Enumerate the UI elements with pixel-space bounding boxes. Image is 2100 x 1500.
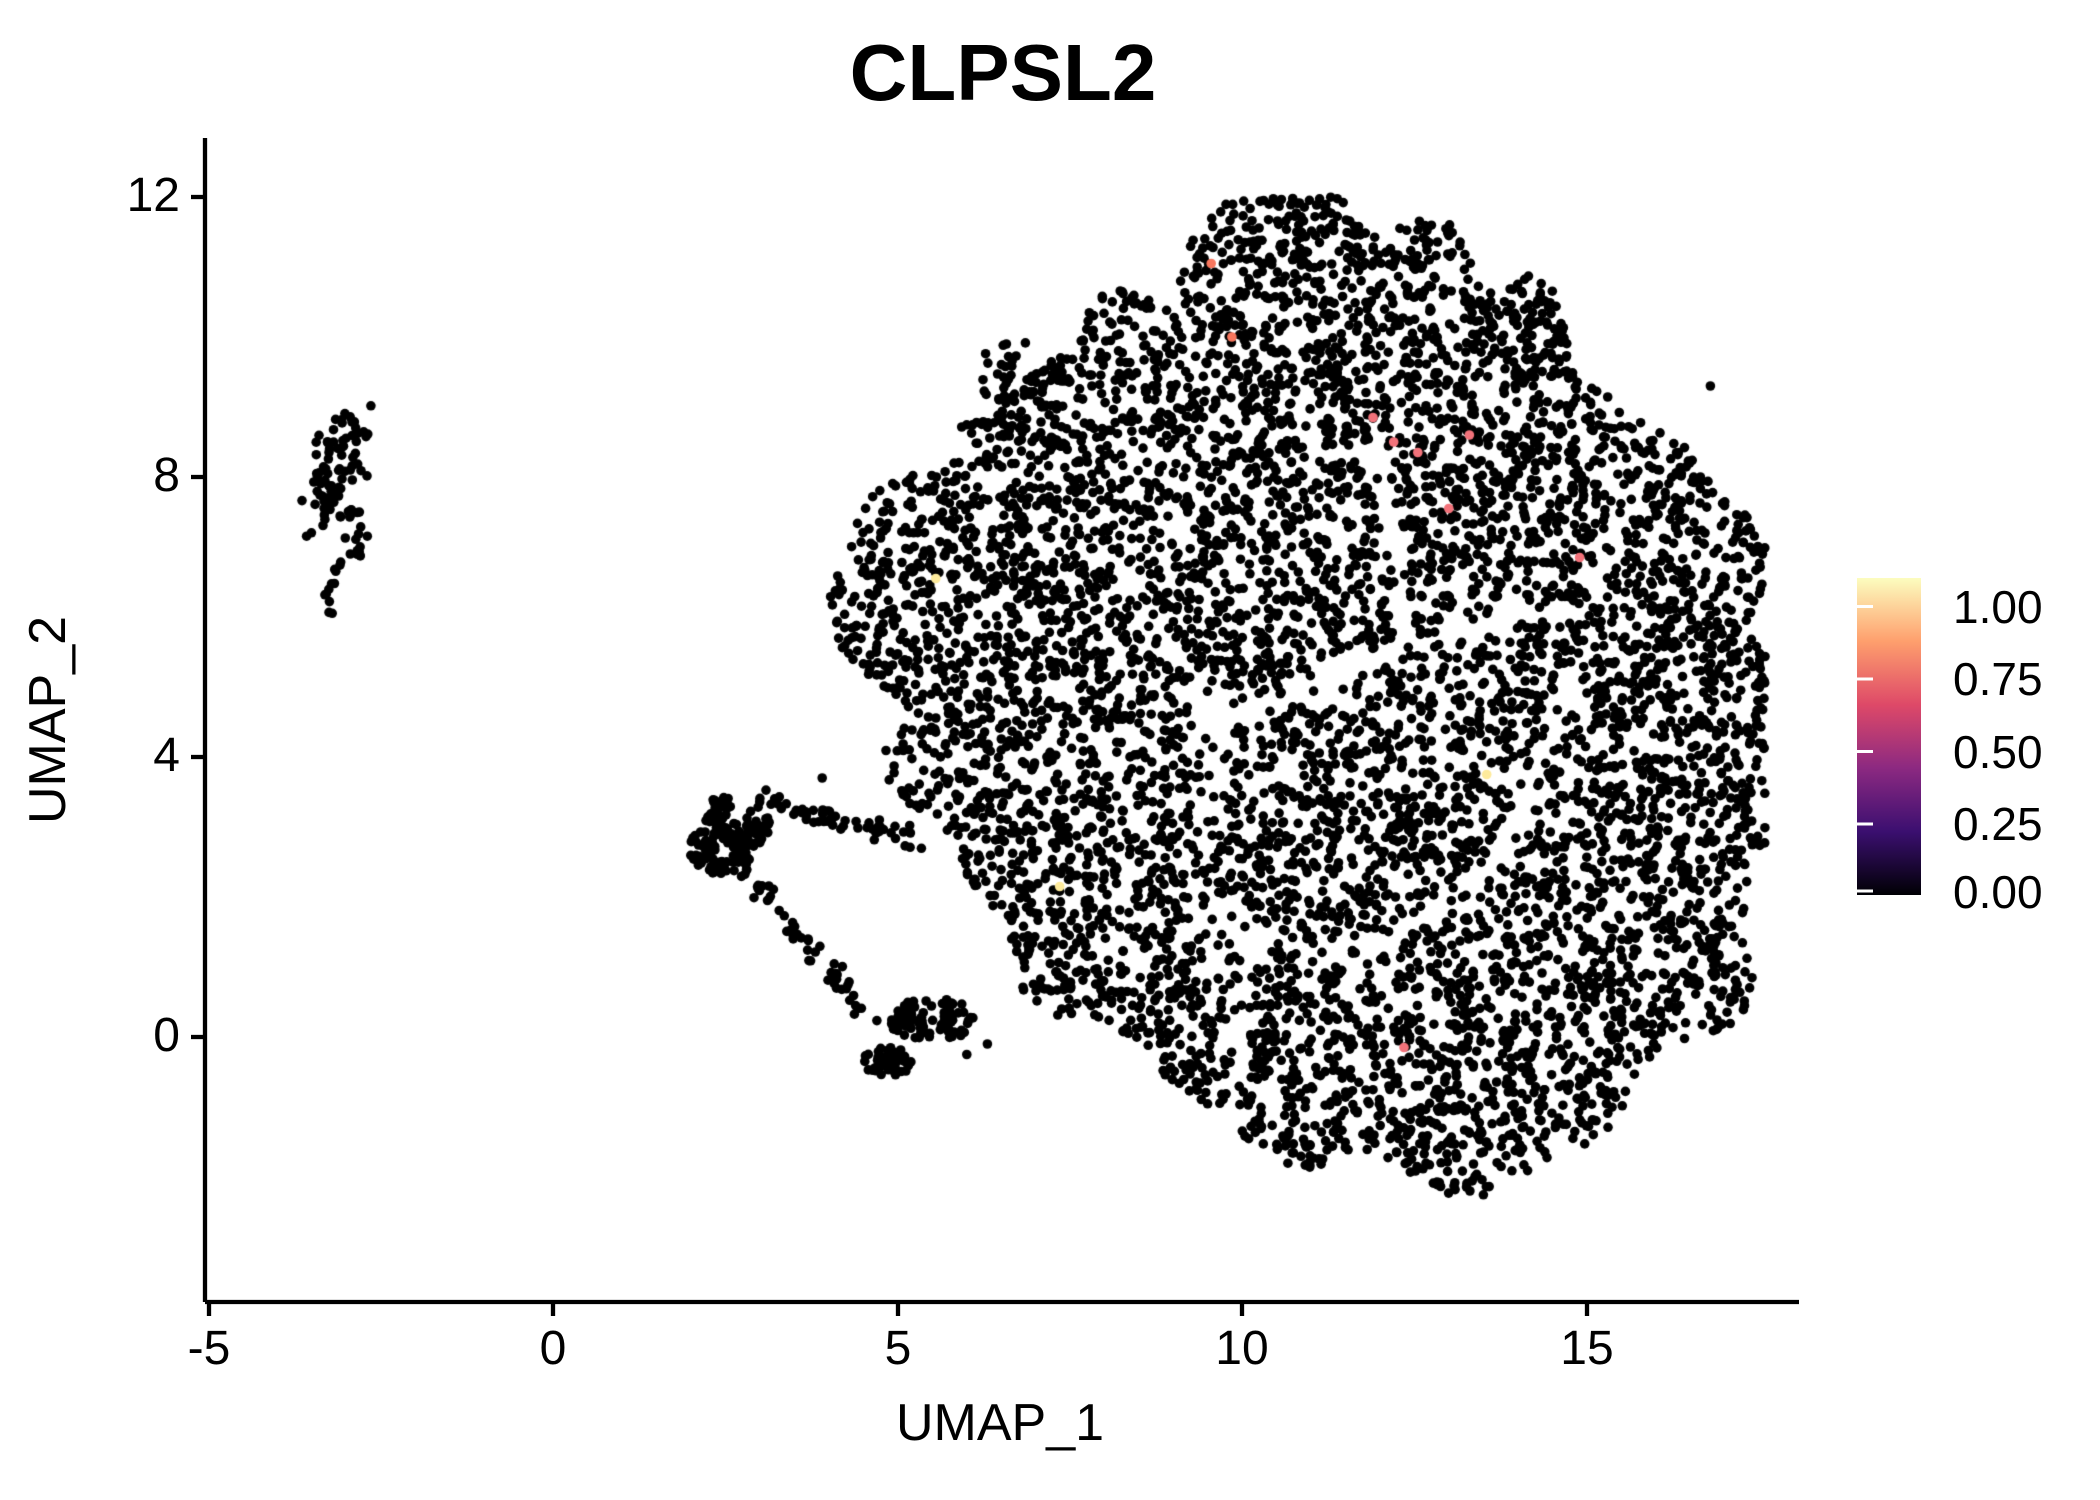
svg-text:12: 12: [127, 169, 180, 222]
svg-text:0.25: 0.25: [1953, 798, 2043, 850]
svg-text:-5: -5: [188, 1322, 231, 1375]
svg-text:0.00: 0.00: [1953, 866, 2043, 918]
svg-text:8: 8: [153, 449, 180, 502]
svg-text:10: 10: [1215, 1322, 1268, 1375]
svg-text:UMAP_2: UMAP_2: [19, 616, 77, 824]
svg-text:0: 0: [540, 1322, 567, 1375]
svg-text:5: 5: [885, 1322, 912, 1375]
svg-text:1.00: 1.00: [1953, 581, 2043, 633]
svg-text:0.75: 0.75: [1953, 653, 2043, 705]
svg-text:4: 4: [153, 729, 180, 782]
svg-text:0: 0: [153, 1009, 180, 1062]
svg-text:0.50: 0.50: [1953, 726, 2043, 778]
svg-text:CLPSL2: CLPSL2: [850, 28, 1157, 117]
svg-text:15: 15: [1560, 1322, 1613, 1375]
svg-text:UMAP_1: UMAP_1: [896, 1394, 1104, 1452]
